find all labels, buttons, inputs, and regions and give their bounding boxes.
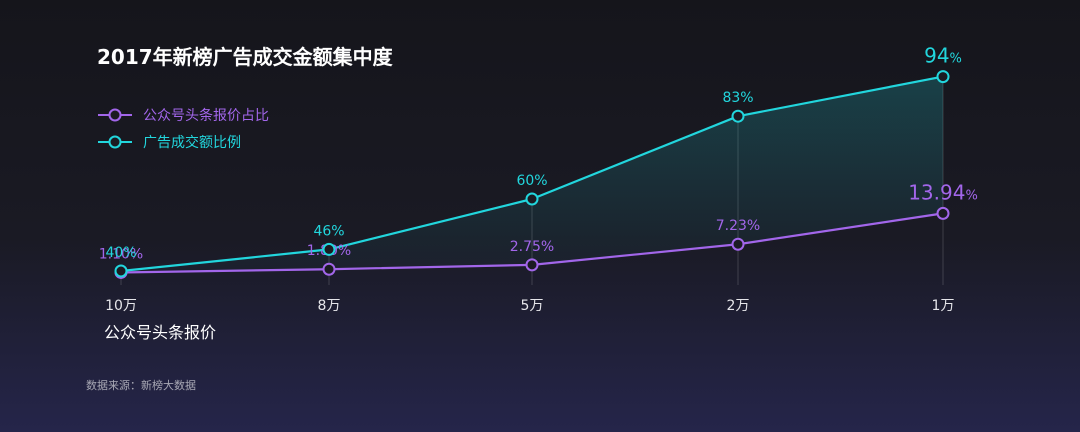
- data-point-s1-4[interactable]: [936, 70, 950, 84]
- x-axis-title: 公众号头条报价: [104, 323, 216, 342]
- legend: 公众号头条报价占比 广告成交额比例: [98, 107, 269, 151]
- data-point-s1-3[interactable]: [731, 109, 745, 123]
- legend-marker-0: [108, 108, 122, 122]
- x-axis: 10万 8万 5万 2万 1万: [105, 298, 954, 314]
- data-point-s0-2[interactable]: [525, 258, 539, 272]
- x-tick-label-4: 1万: [932, 298, 955, 314]
- legend-marker-1: [108, 135, 122, 149]
- legend-label-0: 公众号头条报价占比: [143, 107, 269, 124]
- data-label-s0-2: 2.75%: [510, 239, 554, 255]
- data-point-s0-1[interactable]: [322, 262, 336, 276]
- data-point-s1-2[interactable]: [525, 192, 539, 206]
- data-label-s0-4: 13.94%: [908, 180, 978, 204]
- data-label-s1-3: 83%: [722, 90, 753, 106]
- area-between-series: [121, 76, 943, 273]
- data-label-s1-2: 60%: [516, 173, 547, 189]
- data-point-s1-0[interactable]: [114, 264, 128, 278]
- data-label-s1-1: 46%: [313, 223, 344, 239]
- data-source-note: 数据来源：新榜大数据: [86, 378, 196, 392]
- data-point-s1-1[interactable]: [322, 242, 336, 256]
- legend-label-1: 广告成交额比例: [143, 134, 241, 151]
- x-tick-label-2: 5万: [521, 298, 544, 314]
- data-label-s1-0: 40%: [105, 245, 136, 261]
- x-tick-label-3: 2万: [727, 298, 750, 314]
- data-point-s0-4[interactable]: [936, 206, 950, 220]
- plot-area: 1.10%1.80%2.75%7.23%13.94%40%46%60%83%94…: [99, 44, 978, 285]
- legend-item-0[interactable]: 公众号头条报价占比: [98, 107, 269, 124]
- data-label-s0-0: 1.10%: [99, 246, 143, 262]
- x-tick-label-1: 8万: [318, 298, 341, 314]
- data-point-s0-3[interactable]: [731, 237, 745, 251]
- data-label-s0-3: 7.23%: [716, 218, 760, 234]
- legend-item-1[interactable]: 广告成交额比例: [98, 134, 241, 151]
- chart-title: 2017年新榜广告成交金额集中度: [97, 45, 394, 69]
- data-label-s1-4: 94%: [924, 44, 962, 68]
- x-tick-label-0: 10万: [105, 298, 137, 314]
